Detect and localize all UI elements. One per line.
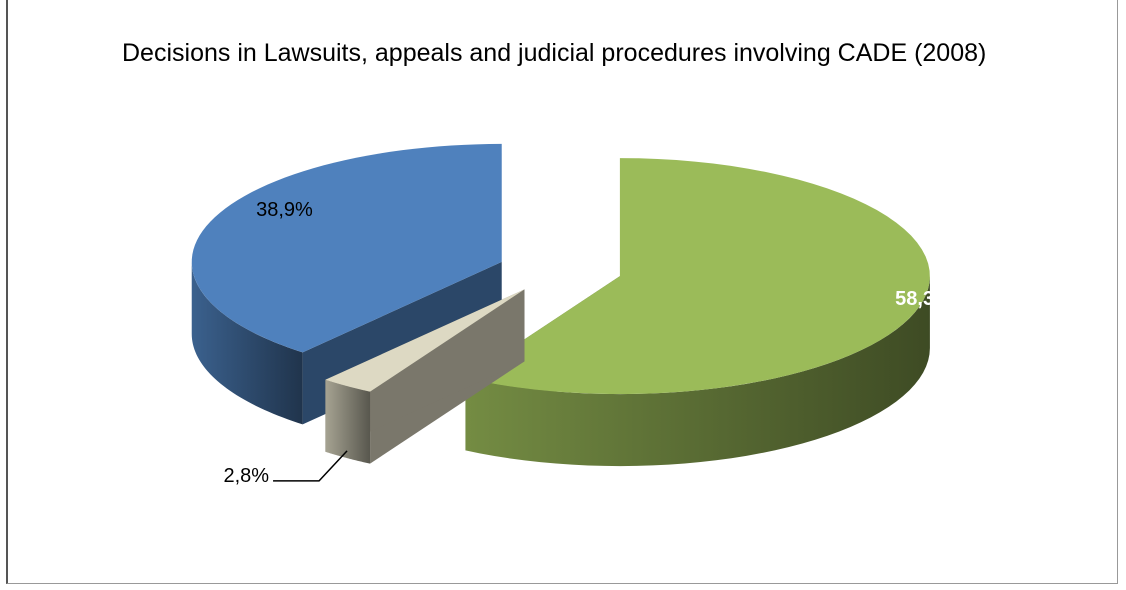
data-label: 2,8% [223,465,269,487]
slice-top [191,143,502,353]
slice-side [325,379,371,464]
slice [325,289,525,464]
slice-cut-face [325,289,525,452]
slice-top [465,158,930,395]
data-label: 38,9% [256,199,313,221]
slice-side [191,261,303,425]
slice-side [465,276,930,467]
slice [465,158,930,467]
slice-top [325,289,525,392]
data-label: 58,3% [895,288,952,310]
chart-title: Decisions in Lawsuits, appeals and judic… [122,39,987,67]
leader-line [273,450,348,482]
chart-frame [6,0,1118,584]
